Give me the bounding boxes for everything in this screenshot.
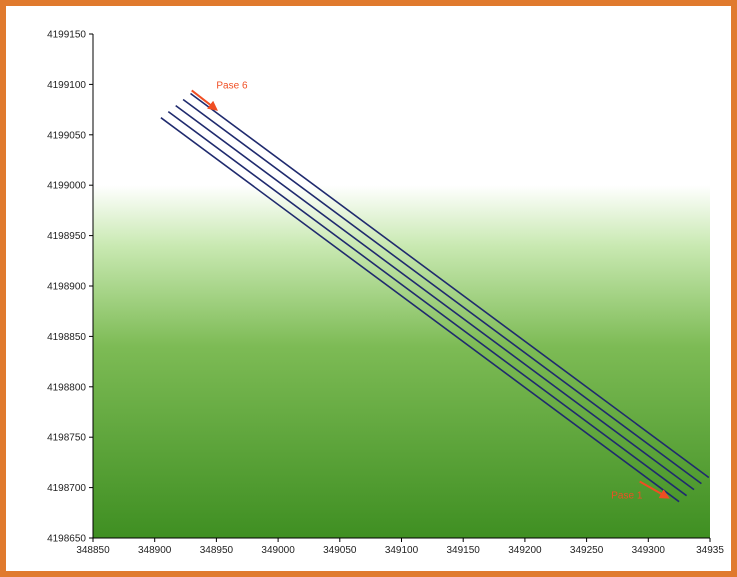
y-tick-label: 4199100 <box>47 80 86 91</box>
x-tick-label: 349150 <box>447 545 481 556</box>
x-tick-label: 34935 <box>696 545 724 556</box>
plot-area <box>93 34 710 538</box>
x-tick-label: 349200 <box>508 545 542 556</box>
annotation-arrow <box>191 89 218 111</box>
y-tick-label: 4198750 <box>47 433 86 444</box>
series-line <box>167 110 688 497</box>
y-tick-label: 4198900 <box>47 282 86 293</box>
annotation-label: Pase 1 <box>611 491 643 502</box>
annotations: Pase 6 Pase 1 <box>191 80 670 502</box>
x-tick-label: 348900 <box>138 545 172 556</box>
y-tick-label: 4198700 <box>47 483 86 494</box>
axes: 4198650 4198700 4198750 4198800 4198850 41989… <box>47 30 724 557</box>
series-line <box>175 104 695 491</box>
y-tick-label: 4199000 <box>47 181 86 192</box>
x-tick-label: 349050 <box>323 545 357 556</box>
series-line <box>190 92 710 479</box>
series-group <box>160 92 710 503</box>
y-tick-label: 4199150 <box>47 30 86 41</box>
series-line <box>182 98 702 485</box>
annotation-label: Pase 6 <box>216 80 248 91</box>
x-tick-label: 349100 <box>385 545 419 556</box>
y-tick-label: 4199050 <box>47 130 86 141</box>
y-tick-label: 4198850 <box>47 332 86 343</box>
x-tick-label: 348850 <box>76 545 110 556</box>
annotation-arrow <box>639 480 670 499</box>
y-tick-label: 4198650 <box>47 534 86 545</box>
x-tick-label: 348950 <box>200 545 234 556</box>
x-tick-label: 349300 <box>632 545 666 556</box>
x-tick-label: 349250 <box>570 545 604 556</box>
y-tick-label: 4198800 <box>47 382 86 393</box>
y-tick-label: 4198950 <box>47 231 86 242</box>
series-line <box>160 117 680 503</box>
x-tick-label: 349000 <box>261 545 295 556</box>
